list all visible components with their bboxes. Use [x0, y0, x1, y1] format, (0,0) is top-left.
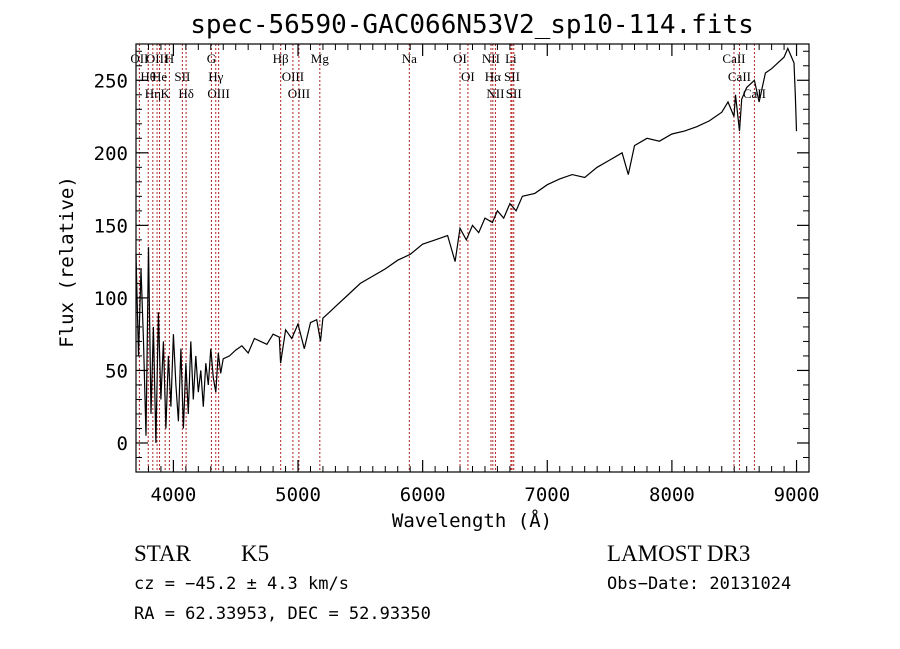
- coordinates-readout: RA = 62.33953, DEC = 52.93350: [134, 604, 431, 624]
- line-marker-label: Mg: [311, 51, 330, 66]
- redshift-readout: cz = −45.2 ± 4.3 km/s: [134, 574, 349, 594]
- line-marker-label: SII: [504, 69, 520, 84]
- y-tick-label: 100: [94, 288, 128, 310]
- x-tick-label: 4000: [151, 484, 197, 506]
- line-marker-label: Hη: [145, 86, 161, 101]
- line-marker-label: K: [160, 86, 170, 101]
- chart-title: spec-56590-GAC066N53V2_sp10-114.fits: [190, 10, 754, 40]
- y-axis-ticks: 0 50 100 150 200 250: [94, 50, 809, 458]
- survey-name: LAMOST DR3: [607, 541, 750, 566]
- y-axis-label: Flux (relative): [56, 176, 78, 348]
- line-marker-label: Hγ: [208, 69, 223, 84]
- x-tick-label: 5000: [275, 484, 321, 506]
- line-marker-label: H: [165, 51, 174, 66]
- line-marker-label: NII: [486, 86, 504, 101]
- line-marker-label: OIII: [207, 86, 229, 101]
- x-tick-label: 7000: [524, 484, 570, 506]
- line-marker-label: Hβ: [273, 51, 289, 66]
- line-marker-label: OII: [130, 51, 148, 66]
- line-marker-label: NII: [482, 51, 500, 66]
- y-tick-label: 50: [105, 360, 128, 382]
- line-marker-label: OIII: [146, 51, 168, 66]
- spectral-subclass: K5: [241, 541, 269, 566]
- line-marker-label: Na: [402, 51, 417, 66]
- line-marker-label: CaII: [722, 51, 745, 66]
- line-marker-label: Li: [505, 51, 517, 66]
- line-marker-label: OIII: [288, 86, 310, 101]
- line-marker-label: Hα: [485, 69, 501, 84]
- y-tick-label: 200: [94, 143, 128, 165]
- object-class: STAR: [134, 541, 192, 566]
- line-marker-label: Hδ: [178, 86, 194, 101]
- line-marker-label: He: [152, 69, 167, 84]
- y-tick-label: 150: [94, 215, 128, 237]
- line-marker-label: OI: [461, 69, 475, 84]
- y-tick-label: 0: [117, 433, 128, 455]
- x-tick-label: 8000: [649, 484, 695, 506]
- line-marker-label: SII: [506, 86, 522, 101]
- line-marker-label: SII: [174, 69, 190, 84]
- x-tick-label: 9000: [774, 484, 820, 506]
- line-marker-label: CaII: [728, 69, 751, 84]
- line-marker-label: G: [207, 51, 216, 66]
- line-marker-label: OIII: [282, 69, 304, 84]
- spectrum-line: [135, 46, 798, 444]
- line-marker-label: OI: [453, 51, 467, 66]
- observation-date: Obs−Date: 20131024: [607, 574, 791, 594]
- x-axis-ticks: 4000 5000 6000 7000 8000 9000: [135, 44, 820, 506]
- y-tick-label: 250: [94, 70, 128, 92]
- x-axis-label: Wavelength (Å): [392, 509, 552, 532]
- emission-line-markers: [138, 44, 755, 472]
- x-tick-label: 6000: [400, 484, 446, 506]
